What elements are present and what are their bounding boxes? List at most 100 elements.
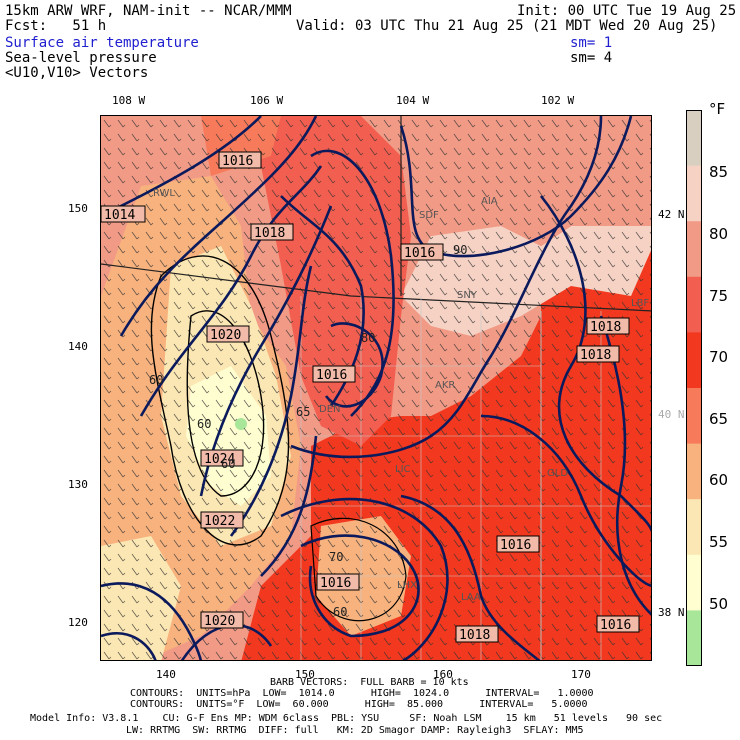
colorbar-label: 65 (709, 410, 729, 428)
forecast-hour: Fcst: 51 h (5, 18, 107, 34)
colorbar-unit: °F (709, 100, 726, 118)
isobar-label: 1018 (459, 628, 490, 643)
grid-y-label: 140 (68, 340, 88, 353)
isobar-label-group: 1016 1014 1018 1016 1020 1016 1024 1022 … (101, 151, 640, 643)
isobar-label: 1016 (316, 368, 347, 383)
station-label: SDF (419, 210, 439, 221)
lat-label: 40 N (658, 408, 685, 421)
colorbar-band (686, 610, 702, 667)
station-label: SNY (457, 290, 478, 301)
station-label: LAA (461, 592, 481, 603)
barb-info: BARB VECTORS: FULL BARB = 10 kts (270, 677, 469, 688)
model-info-1: Model Info: V3.8.1 CU: G-F Ens MP: WDM 6… (30, 713, 663, 724)
grid-y-label: 130 (68, 478, 88, 491)
county-lines (300, 296, 602, 660)
isobar-label-box (576, 345, 620, 363)
isobar-label-box (316, 573, 360, 591)
lon-label: 108 W (112, 94, 146, 107)
grid-x-label: 140 (156, 668, 176, 681)
temp-label: 60 (197, 417, 211, 431)
colorbar-band (686, 332, 702, 389)
temp-label: 70 (329, 550, 343, 564)
isobar-label-box (200, 449, 244, 467)
isobar-label-box (206, 325, 250, 343)
isobar-label-box (101, 205, 146, 223)
station-label: LHX (397, 580, 417, 591)
isobar-label: 1016 (222, 154, 253, 169)
state-border-wy (101, 263, 651, 312)
isobar-label: 1014 (104, 208, 135, 223)
temp-label: 60 (333, 605, 347, 619)
isobar-label-box (200, 511, 244, 529)
colorbar-label: 55 (709, 533, 729, 551)
colorbar-svg (686, 110, 702, 667)
colorbar-band (686, 165, 702, 222)
isobar-label-box (400, 243, 444, 261)
field-slp: Sea-level pressure (5, 50, 157, 66)
contours-slp: CONTOURS: UNITS=hPa LOW= 1014.0 HIGH= 10… (130, 688, 594, 699)
isobar-label: 1018 (580, 348, 611, 363)
grid-x-label: 170 (571, 668, 591, 681)
isobar-label: 1016 (500, 538, 531, 553)
colorbar-label: 60 (709, 471, 729, 489)
lon-label: 104 W (396, 94, 430, 107)
contours-temp: CONTOURS: UNITS=°F LOW= 60.000 HIGH= 85.… (130, 699, 588, 710)
colorbar-label: 70 (709, 348, 729, 366)
colorbar-label: 50 (709, 595, 729, 613)
temp-label: 60 (221, 457, 235, 471)
temp-contour (310, 517, 407, 622)
temp-label: 60 (149, 373, 163, 387)
model-info-2: LW: RRTMG SW: RRTMG DIFF: full KM: 2D Sm… (126, 725, 584, 736)
field-slp-sm: sm= 4 (570, 50, 613, 66)
isobar-label-box (455, 625, 499, 643)
lat-label: 42 N (658, 208, 685, 221)
field-surface-temp: Surface air temperature (5, 35, 199, 51)
temp-label: 80 (361, 331, 375, 345)
isobar-label: 1018 (590, 320, 621, 335)
isobar-label-box (200, 611, 244, 629)
isobar-label: 1018 (254, 226, 285, 241)
isobar-label: 1020 (204, 614, 235, 629)
colorbar-band (686, 388, 702, 445)
colorbar-band (686, 221, 702, 278)
isobar-label-box (496, 535, 540, 553)
station-label-group: RWL AIA SDF SNY LBF AKR DEN LIC GLD LHX … (153, 188, 649, 603)
colorbar-band (686, 443, 702, 500)
isobar-label: 1016 (320, 576, 351, 591)
isobar-label-box (218, 151, 262, 169)
colorbar-band (686, 276, 702, 333)
colorbar-label: 80 (709, 225, 729, 243)
temp-label: 90 (453, 243, 467, 257)
model-title: 15km ARW WRF, NAM-init -- NCAR/MMM (5, 3, 292, 19)
valid-time: Valid: 03 UTC Thu 21 Aug 25 (21 MDT Wed … (296, 18, 718, 34)
station-label: LBF (631, 298, 649, 309)
temp-label: 65 (296, 405, 310, 419)
isobar-label-box (250, 223, 294, 241)
grid-y-label: 120 (68, 616, 88, 629)
grid-y-label: 150 (68, 202, 88, 215)
isobar-label-box (312, 365, 356, 383)
colorbar-label: 85 (709, 163, 729, 181)
lon-label: 102 W (541, 94, 575, 107)
county-lines-h (301, 365, 651, 577)
station-label: DEN (319, 404, 341, 415)
colorbar-band (686, 554, 702, 611)
colorbar-band (686, 499, 702, 556)
isobar-label: 1022 (204, 514, 235, 529)
isobar-label: 1024 (204, 452, 235, 467)
station-label: GLD (547, 468, 568, 479)
colorbar-band (686, 110, 702, 167)
isobar-label: 1020 (210, 328, 241, 343)
isobars (101, 116, 651, 660)
station-label: AIA (481, 196, 498, 207)
lat-label: 38 N (658, 606, 685, 619)
map-svg: 1016 1014 1018 1016 1020 1016 1024 1022 … (101, 116, 651, 660)
map-panel: 1016 1014 1018 1016 1020 1016 1024 1022 … (100, 115, 652, 661)
init-time: Init: 00 UTC Tue 19 Aug 25 (517, 3, 737, 19)
colorbar (686, 110, 702, 670)
isobar-label: 1016 (600, 618, 631, 633)
station-label: RWL (153, 188, 175, 199)
grid-x-label: 160 (433, 668, 453, 681)
field-surface-temp-sm: sm= 1 (570, 35, 613, 51)
colorbar-label: 75 (709, 287, 729, 305)
